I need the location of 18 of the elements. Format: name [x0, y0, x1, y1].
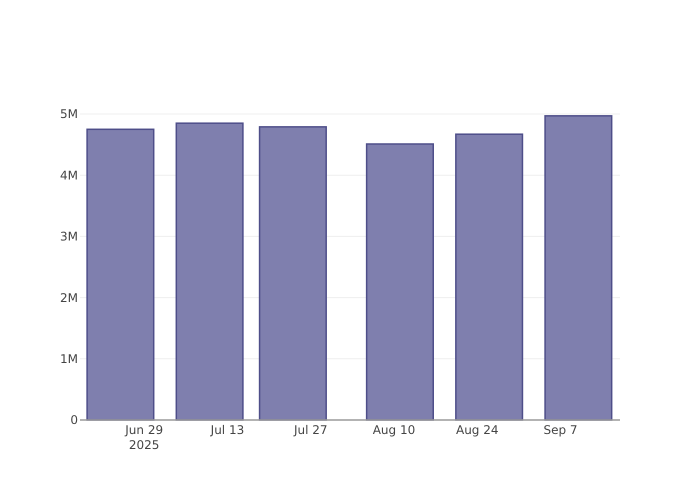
y-tick-label: 1M [60, 352, 78, 366]
x-tick-label: Jul 13 [210, 423, 244, 437]
bar [258, 126, 327, 421]
y-tick-label: 4M [60, 168, 78, 182]
y-tick-label: 0 [70, 413, 78, 428]
bar [455, 133, 524, 421]
x-tick-label: Aug 24 [456, 423, 499, 437]
x-tick-label: Jun 29 2025 [124, 423, 164, 452]
y-tick-label: 3M [60, 230, 78, 244]
x-tick-label: Jul 27 [292, 423, 328, 437]
bar [366, 143, 434, 421]
y-tick-label: 2M [60, 290, 78, 305]
bar [86, 128, 154, 421]
x-tick-label: Aug 10 [372, 423, 416, 437]
x-tick-label: Sep 7 [543, 423, 578, 437]
bar [176, 122, 244, 421]
y-tick-label: 5M [60, 107, 78, 122]
bar [544, 115, 612, 421]
